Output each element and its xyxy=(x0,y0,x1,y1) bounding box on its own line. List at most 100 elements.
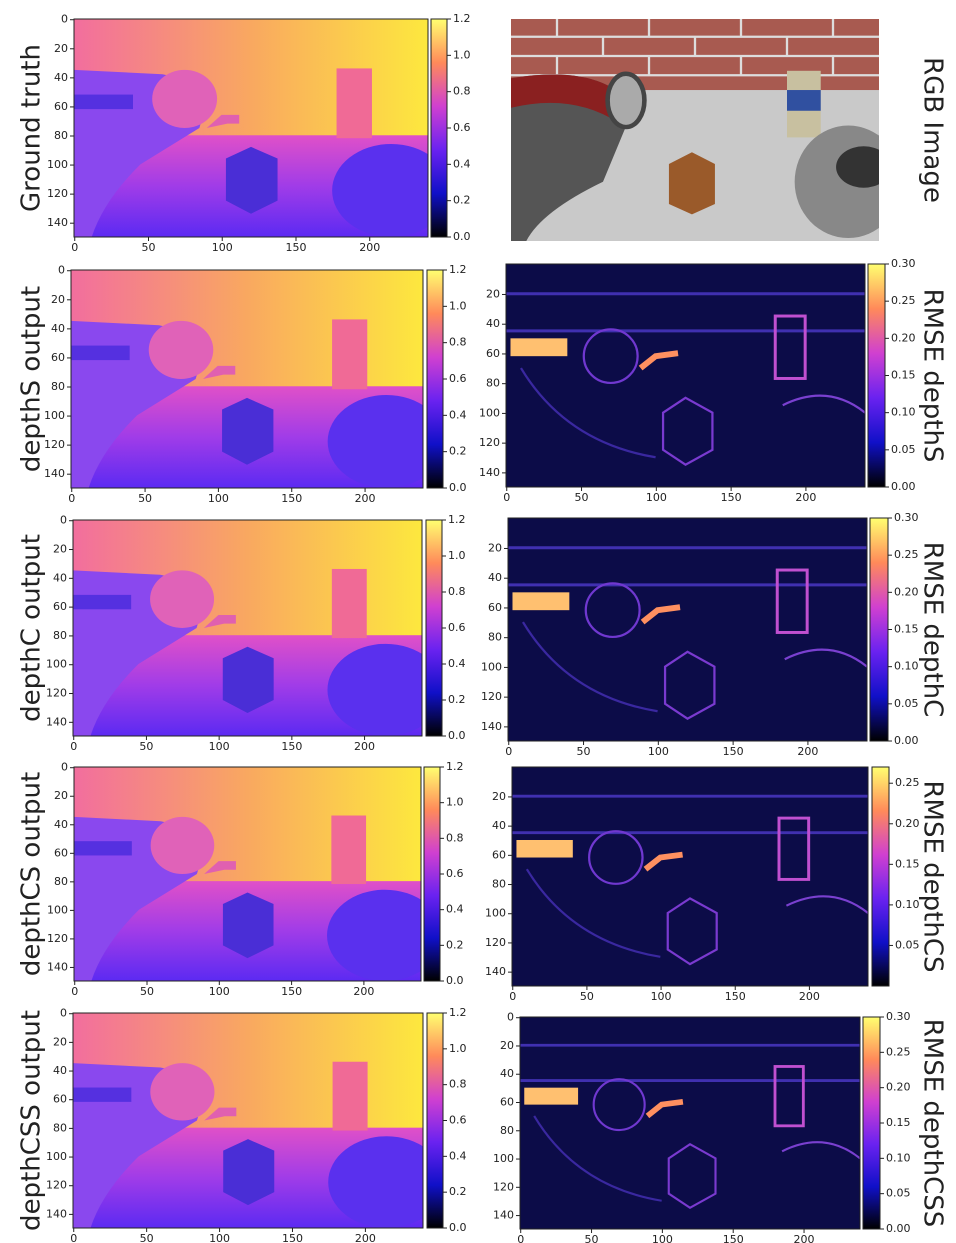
colorbar xyxy=(425,519,443,737)
heatmap-image xyxy=(71,270,423,488)
x-tick-label: 0 xyxy=(68,492,75,505)
colorbar-tick-label: 0.20 xyxy=(895,817,920,830)
heatmap-image xyxy=(512,767,868,986)
x-tick-label: 150 xyxy=(281,492,302,505)
y-tick-label: 20 xyxy=(53,1035,67,1048)
y-tick-label: 40 xyxy=(486,317,500,330)
y-tick-label: 80 xyxy=(54,129,68,142)
x-tick-label: 50 xyxy=(580,990,594,1003)
colorbar-tick-label: 0.25 xyxy=(886,1045,911,1058)
y-tick-label: 40 xyxy=(54,818,68,831)
colorbar-tick-label: 0.20 xyxy=(894,585,919,598)
colorbar-tick-label: 0.6 xyxy=(449,1114,467,1127)
x-tick-label: 150 xyxy=(723,745,744,758)
colorbar-tick-label: 0.05 xyxy=(886,1187,911,1200)
colorbar xyxy=(867,263,886,488)
colorbar-tick-label: 0.4 xyxy=(449,1149,467,1162)
y-tick-label: 100 xyxy=(46,1150,67,1163)
y-tick-label: 20 xyxy=(53,543,67,556)
rgb-image xyxy=(511,19,902,241)
plot-frame xyxy=(511,766,869,987)
right-label: RGB Image xyxy=(918,57,948,203)
plot-frame xyxy=(505,263,866,488)
colorbar-tick-label: 1.2 xyxy=(449,1006,467,1019)
colorbar-tick-label: 0.6 xyxy=(453,121,471,134)
y-tick-label: 100 xyxy=(493,1152,514,1165)
colorbar-tick-label: 1.0 xyxy=(453,48,471,61)
x-tick-label: 150 xyxy=(282,1232,303,1243)
y-tick-label: 120 xyxy=(493,1180,514,1193)
right-label: RMSE depthC xyxy=(918,542,948,718)
y-tick-label: 20 xyxy=(488,541,502,554)
right-label: RMSE depthS xyxy=(918,289,948,463)
y-tick-label: 0 xyxy=(61,13,68,26)
colorbar-tick-label: 1.2 xyxy=(446,760,464,773)
heatmap-image xyxy=(508,518,867,741)
x-tick-label: 50 xyxy=(140,1232,154,1243)
x-tick-label: 200 xyxy=(797,745,818,758)
y-tick-label: 100 xyxy=(479,406,500,419)
colorbar-tick-label: 1.0 xyxy=(448,549,466,562)
x-tick-label: 100 xyxy=(209,740,230,753)
x-tick-label: 200 xyxy=(353,985,374,998)
colorbar xyxy=(426,269,444,489)
colorbar-tick-label: 0.4 xyxy=(449,408,467,421)
colorbar-tick-label: 0.10 xyxy=(894,660,919,673)
y-tick-label: 140 xyxy=(46,715,67,728)
colorbar-tick-label: 0.10 xyxy=(886,1151,911,1164)
colorbar xyxy=(430,18,448,238)
x-tick-label: 200 xyxy=(354,740,375,753)
x-tick-label: 100 xyxy=(209,1232,230,1243)
x-tick-label: 0 xyxy=(71,985,78,998)
x-tick-label: 100 xyxy=(648,745,669,758)
y-tick-label: 80 xyxy=(488,631,502,644)
y-tick-label: 100 xyxy=(485,907,506,920)
colorbar-tick-label: 0.15 xyxy=(891,369,916,382)
plot-frame xyxy=(507,517,868,742)
colorbar-tick-label: 0.2 xyxy=(449,445,467,458)
plot-frame xyxy=(72,519,423,737)
colorbar-tick-label: 0.2 xyxy=(449,1185,467,1198)
colorbar-tick-label: 1.0 xyxy=(449,1042,467,1055)
y-tick-label: 60 xyxy=(492,848,506,861)
y-tick-label: 80 xyxy=(53,629,67,642)
y-tick-label: 80 xyxy=(53,1121,67,1134)
x-tick-label: 200 xyxy=(355,1232,376,1243)
colorbar-tick-label: 0.30 xyxy=(891,257,916,270)
colorbar-tick-label: 0.30 xyxy=(886,1010,911,1023)
plot-frame xyxy=(72,1012,424,1229)
heatmap-image xyxy=(74,767,421,981)
colorbar-tick-label: 1.0 xyxy=(446,796,464,809)
heatmap-image xyxy=(506,264,865,487)
colorbar-tick-label: 0.2 xyxy=(453,194,471,207)
heatmap-image xyxy=(73,1013,423,1228)
plot-frame xyxy=(73,18,429,238)
y-tick-label: 120 xyxy=(46,687,67,700)
colorbar-tick-label: 0.4 xyxy=(453,157,471,170)
plot-frame xyxy=(519,1016,861,1230)
colorbar-tick-label: 0.05 xyxy=(895,938,920,951)
colorbar-tick-label: 0.4 xyxy=(448,657,466,670)
y-tick-label: 20 xyxy=(54,789,68,802)
colorbar-tick-label: 0.8 xyxy=(453,85,471,98)
y-tick-label: 80 xyxy=(486,377,500,390)
x-tick-label: 0 xyxy=(505,745,512,758)
x-tick-label: 150 xyxy=(281,985,302,998)
y-tick-label: 0 xyxy=(61,761,68,774)
y-tick-label: 140 xyxy=(47,960,68,973)
x-tick-label: 0 xyxy=(70,740,77,753)
y-tick-label: 120 xyxy=(44,438,65,451)
colorbar-tick-label: 0.00 xyxy=(886,1222,911,1235)
colorbar-tick-label: 0.20 xyxy=(891,331,916,344)
colorbar-tick-label: 0.15 xyxy=(886,1116,911,1129)
y-tick-label: 60 xyxy=(486,347,500,360)
heatmap-image xyxy=(74,19,428,237)
y-tick-label: 120 xyxy=(481,690,502,703)
colorbar-tick-label: 0.10 xyxy=(891,406,916,419)
y-tick-label: 120 xyxy=(479,436,500,449)
colorbar-tick-label: 0.20 xyxy=(886,1081,911,1094)
y-tick-label: 120 xyxy=(485,936,506,949)
row-label: depthCSS output xyxy=(17,1010,47,1231)
x-tick-label: 200 xyxy=(359,241,380,254)
